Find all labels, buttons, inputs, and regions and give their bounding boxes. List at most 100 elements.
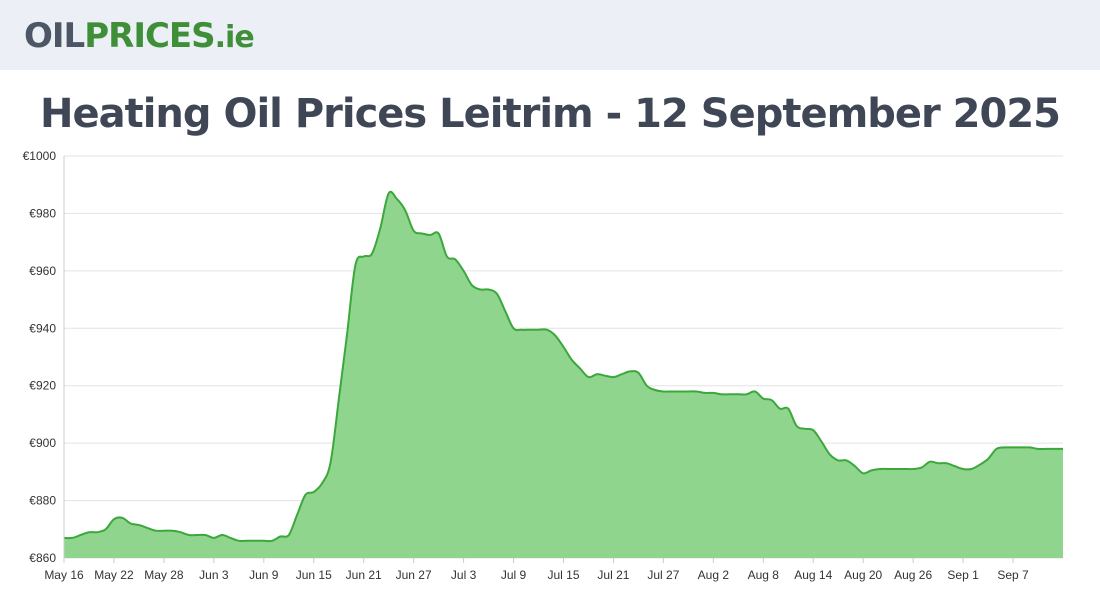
price-point[interactable] [294,512,300,518]
price-point[interactable] [419,231,425,237]
price-point[interactable] [869,467,875,473]
price-point[interactable] [944,460,950,466]
price-point[interactable] [1043,446,1049,452]
price-point[interactable] [344,331,350,337]
price-point[interactable] [677,389,683,395]
price-point[interactable] [153,528,159,534]
price-point[interactable] [186,532,192,538]
price-point[interactable] [519,327,525,333]
price-point[interactable] [644,383,650,389]
price-point[interactable] [769,397,775,403]
price-point[interactable] [985,456,991,462]
price-point[interactable] [352,262,358,268]
price-point[interactable] [1035,446,1041,452]
price-point[interactable] [261,538,267,544]
price-point[interactable] [960,466,966,472]
price-point[interactable] [902,466,908,472]
price-point[interactable] [652,387,658,393]
price-point[interactable] [119,515,125,521]
price-point[interactable] [919,465,925,471]
price-point[interactable] [161,528,167,534]
price-point[interactable] [1052,446,1058,452]
price-point[interactable] [685,389,691,395]
price-point[interactable] [611,374,617,380]
price-point[interactable] [103,526,109,532]
price-point[interactable] [710,390,716,396]
price-point[interactable] [211,535,217,541]
price-point[interactable] [660,389,666,395]
price-point[interactable] [669,389,675,395]
price-point[interactable] [935,460,941,466]
price-point[interactable] [377,225,383,231]
price-point[interactable] [236,538,242,544]
price-point[interactable] [577,366,583,372]
price-point[interactable] [993,446,999,452]
price-point[interactable] [86,529,92,535]
price-point[interactable] [910,466,916,472]
price-point[interactable] [203,532,209,538]
price-point[interactable] [511,325,517,331]
price-point[interactable] [411,228,417,234]
price-point[interactable] [719,391,725,397]
price-point[interactable] [860,470,866,476]
price-point[interactable] [735,391,741,397]
price-point[interactable] [402,208,408,214]
price-point[interactable] [619,371,625,377]
price-point[interactable] [169,528,175,534]
price-point[interactable] [552,333,558,339]
price-point[interactable] [835,457,841,463]
price-point[interactable] [302,492,308,498]
price-point[interactable] [694,389,700,395]
price-point[interactable] [819,439,825,445]
price-point[interactable] [536,327,542,333]
price-point[interactable] [128,521,134,527]
price-point[interactable] [527,327,533,333]
price-point[interactable] [502,308,508,314]
price-point[interactable] [444,254,450,260]
price-point[interactable] [777,406,783,412]
price-point[interactable] [94,529,100,535]
price-point[interactable] [327,460,333,466]
price-point[interactable] [361,254,367,260]
price-point[interactable] [1010,444,1016,450]
price-point[interactable] [810,427,816,433]
price-point[interactable] [469,282,475,288]
price-point[interactable] [802,426,808,432]
price-point[interactable] [760,396,766,402]
price-point[interactable] [436,231,442,237]
price-point[interactable] [461,268,467,274]
price-point[interactable] [277,534,283,540]
price-point[interactable] [369,251,375,257]
price-point[interactable] [877,466,883,472]
price-point[interactable] [561,344,567,350]
price-point[interactable] [427,232,433,238]
price-point[interactable] [219,532,225,538]
price-point[interactable] [228,535,234,541]
price-point[interactable] [477,287,483,293]
price-point[interactable] [885,466,891,472]
price-point[interactable] [827,452,833,458]
price-point[interactable] [1027,444,1033,450]
price-point[interactable] [635,370,641,376]
price-point[interactable] [569,357,575,363]
price-point[interactable] [486,287,492,293]
price-point[interactable] [78,532,84,538]
price-point[interactable] [311,489,317,495]
site-logo[interactable]: OILPRICES.ie [24,14,255,60]
price-point[interactable] [968,466,974,472]
price-point[interactable] [702,390,708,396]
price-point[interactable] [111,516,117,522]
price-point[interactable] [794,423,800,429]
price-point[interactable] [253,538,259,544]
price-point[interactable] [452,256,458,262]
price-point[interactable] [977,462,983,468]
price-point[interactable] [244,538,250,544]
price-point[interactable] [269,538,275,544]
price-point[interactable] [852,463,858,469]
price-point[interactable] [386,190,392,196]
price-point[interactable] [927,459,933,465]
price-point[interactable] [144,525,150,531]
price-point[interactable] [752,389,758,395]
price-point[interactable] [178,529,184,535]
price-point[interactable] [1060,446,1066,452]
